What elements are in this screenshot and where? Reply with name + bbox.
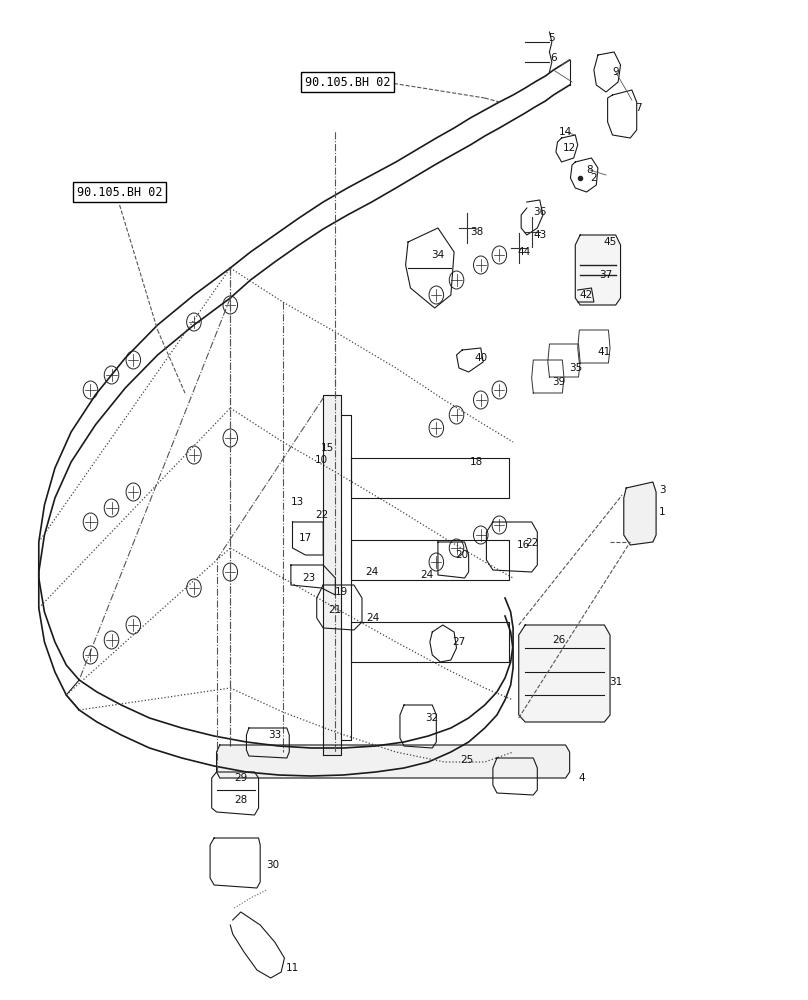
Text: 15: 15 — [321, 443, 334, 453]
Text: 5: 5 — [548, 33, 554, 43]
Text: 1: 1 — [659, 507, 666, 517]
Text: 39: 39 — [553, 377, 566, 387]
Text: 41: 41 — [598, 347, 611, 357]
Text: 10: 10 — [315, 455, 328, 465]
Text: 90.105.BH 02: 90.105.BH 02 — [305, 76, 390, 89]
Text: 33: 33 — [268, 730, 281, 740]
Text: 16: 16 — [517, 540, 530, 550]
Text: 30: 30 — [267, 860, 280, 870]
Text: 19: 19 — [335, 587, 347, 597]
Text: 23: 23 — [302, 573, 315, 583]
Text: 13: 13 — [291, 497, 304, 507]
Text: 7: 7 — [635, 103, 642, 113]
Text: 9: 9 — [612, 67, 619, 77]
Text: 28: 28 — [234, 795, 247, 805]
Text: 22: 22 — [525, 538, 538, 548]
Text: 20: 20 — [456, 550, 469, 560]
Polygon shape — [519, 625, 610, 722]
Polygon shape — [323, 395, 341, 755]
Text: 3: 3 — [659, 485, 666, 495]
Text: 25: 25 — [461, 755, 473, 765]
Text: 36: 36 — [533, 207, 546, 217]
Text: 37: 37 — [600, 270, 612, 280]
Text: 29: 29 — [234, 773, 247, 783]
Text: 32: 32 — [426, 713, 439, 723]
Text: 26: 26 — [553, 635, 566, 645]
Text: 31: 31 — [609, 677, 622, 687]
Polygon shape — [217, 745, 570, 778]
Text: 11: 11 — [286, 963, 299, 973]
Text: 17: 17 — [299, 533, 312, 543]
Text: 35: 35 — [569, 363, 582, 373]
Text: 2: 2 — [591, 173, 597, 183]
Text: 24: 24 — [365, 567, 378, 577]
Text: 4: 4 — [579, 773, 585, 783]
Text: 42: 42 — [579, 290, 592, 300]
Text: 22: 22 — [315, 510, 328, 520]
Text: 24: 24 — [420, 570, 433, 580]
Text: 8: 8 — [587, 165, 593, 175]
Text: 18: 18 — [470, 457, 483, 467]
Text: 34: 34 — [431, 250, 444, 260]
Text: 44: 44 — [517, 247, 530, 257]
Text: 43: 43 — [533, 230, 546, 240]
Polygon shape — [624, 482, 656, 545]
Text: 24: 24 — [367, 613, 380, 623]
Text: 40: 40 — [474, 353, 487, 363]
Polygon shape — [575, 235, 621, 305]
Text: 90.105.BH 02: 90.105.BH 02 — [77, 186, 162, 198]
Text: 14: 14 — [559, 127, 572, 137]
Text: 27: 27 — [452, 637, 465, 647]
Text: 6: 6 — [550, 53, 557, 63]
Text: 21: 21 — [329, 605, 342, 615]
Text: 45: 45 — [604, 237, 617, 247]
Text: 12: 12 — [563, 143, 576, 153]
Text: 38: 38 — [470, 227, 483, 237]
